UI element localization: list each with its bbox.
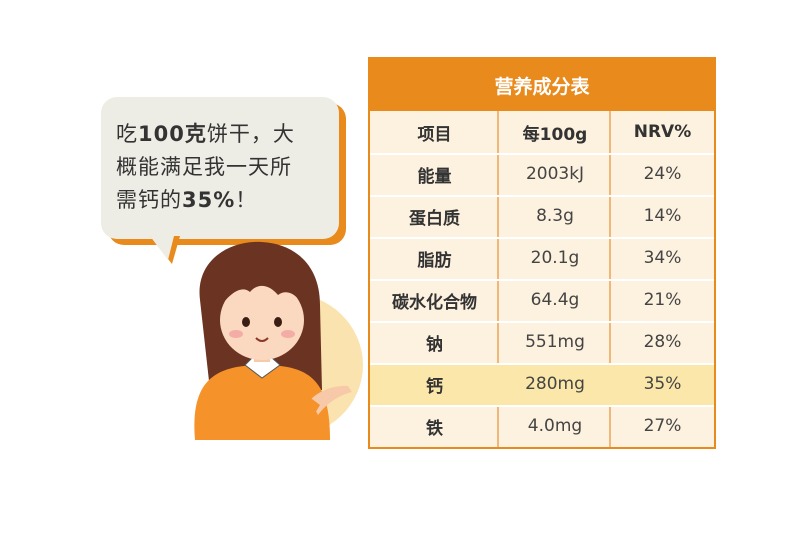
row-item: 蛋白质 xyxy=(409,208,460,229)
table-row: 钠 551mg 28% xyxy=(370,321,714,363)
girl-character-illustration xyxy=(194,241,363,440)
row-per100g: 8.3g xyxy=(536,206,574,226)
row-item: 脂肪 xyxy=(417,250,452,271)
header-per100g: 每100g xyxy=(522,124,588,145)
row-item: 钠 xyxy=(426,334,443,355)
row-per100g: 280mg xyxy=(525,374,585,394)
header-item: 项目 xyxy=(417,124,452,145)
row-item: 铁 xyxy=(426,418,443,439)
row-nrv: 34% xyxy=(643,248,682,268)
row-per100g: 64.4g xyxy=(530,290,580,310)
table-row: 能量 2003kJ 24% xyxy=(370,153,714,195)
row-nrv: 27% xyxy=(643,416,682,436)
row-nrv: 24% xyxy=(643,164,682,184)
table-row: 蛋白质 8.3g 14% xyxy=(370,195,714,237)
speech-bubble-tail xyxy=(150,236,180,264)
header-nrv: NRV% xyxy=(633,122,692,142)
row-per100g: 4.0mg xyxy=(527,416,583,436)
table-header-row: 项目 每100g NRV% xyxy=(370,111,714,153)
bubble-text-part: 吃 xyxy=(116,122,138,146)
bubble-line-3: 需钙的35%！ xyxy=(116,184,338,217)
row-nrv: 21% xyxy=(643,290,682,310)
row-item: 碳水化合物 xyxy=(392,292,477,313)
bubble-text-part: ！ xyxy=(235,188,258,212)
row-nrv: 28% xyxy=(643,332,682,352)
bubble-line-1: 吃100克饼干，大 xyxy=(116,118,338,151)
nutrition-facts-table: 营养成分表 项目 每100g NRV% 能量 2003kJ 24% 蛋白质 8.… xyxy=(368,57,716,449)
bubble-bold-percent: 35% xyxy=(182,188,236,212)
row-per100g: 551mg xyxy=(525,332,585,352)
table-row: 铁 4.0mg 27% xyxy=(370,405,714,447)
row-nrv: 35% xyxy=(643,374,682,394)
table-title: 营养成分表 xyxy=(370,59,714,111)
table-row: 脂肪 20.1g 34% xyxy=(370,237,714,279)
table-row-highlighted: 钙 280mg 35% xyxy=(370,363,714,405)
bubble-text-part: 饼干，大 xyxy=(206,122,295,146)
row-nrv: 14% xyxy=(643,206,682,226)
bubble-text-part: 需钙的 xyxy=(116,188,182,212)
speech-bubble-text: 吃100克饼干，大 概能满足我一天所 需钙的35%！ xyxy=(116,118,338,217)
row-per100g: 2003kJ xyxy=(525,164,585,184)
row-item: 能量 xyxy=(417,166,452,187)
bubble-bold-amount: 100克 xyxy=(138,122,207,146)
speech-bubble xyxy=(101,97,339,239)
bubble-line-2: 概能满足我一天所 xyxy=(116,155,292,179)
row-per100g: 20.1g xyxy=(530,248,580,268)
row-item: 钙 xyxy=(426,376,443,397)
table-row: 碳水化合物 64.4g 21% xyxy=(370,279,714,321)
